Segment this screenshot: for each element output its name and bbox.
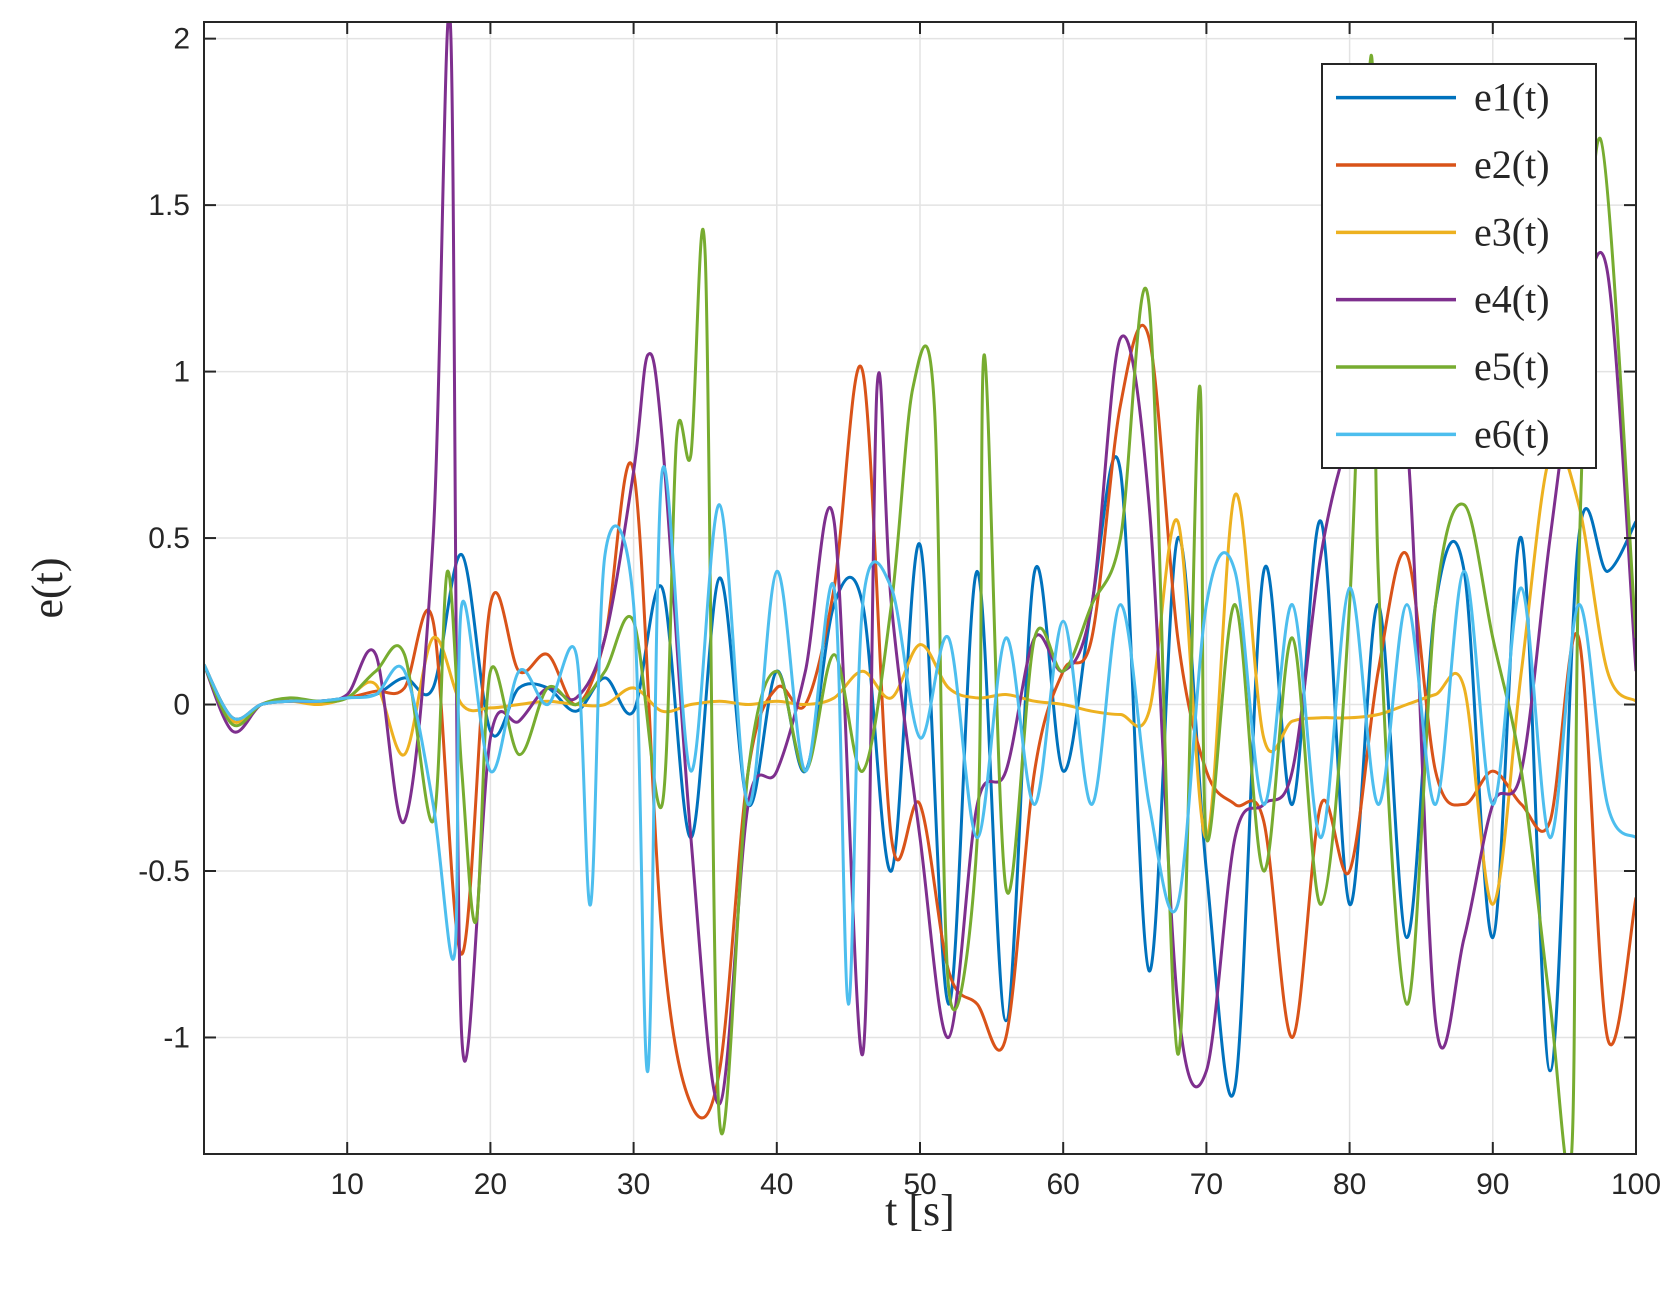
legend-label: e6(t) [1474,411,1550,456]
x-tick-label: 30 [617,1168,650,1201]
y-tick-label: 0 [173,689,190,722]
x-tick-label: 10 [331,1168,364,1201]
legend-label: e4(t) [1474,277,1550,322]
legend-label: e3(t) [1474,209,1550,254]
series-line-e6 [204,465,1636,1073]
y-tick-label: 1 [173,356,190,389]
x-tick-label: 80 [1333,1168,1366,1201]
legend-box [1321,63,1597,469]
legend-label: e2(t) [1474,142,1550,187]
series-line-e5 [204,53,1636,1154]
x-tick-label: 50 [903,1168,936,1201]
x-tick-label: 100 [1611,1168,1661,1201]
y-tick-label: -1 [163,1021,190,1054]
x-tick-label: 40 [760,1168,793,1201]
series-lines [204,22,1636,1154]
y-tick-label: 0.5 [148,522,190,555]
x-tick-label: 90 [1476,1168,1509,1201]
x-tick-label: 60 [1047,1168,1080,1201]
x-tick-label: 70 [1190,1168,1223,1201]
axis-ticks: 10 20 30 40 50 60 70 80 90 100 -1 -0.5 0 0.5 1 1.5 2 [138,22,1661,1201]
y-tick-label: -0.5 [138,855,190,888]
legend-label: e1(t) [1474,75,1550,120]
y-tick-label: 1.5 [148,189,190,222]
x-axis-label: t [s] [885,1186,955,1235]
y-tick-label: 2 [173,23,190,56]
legend: e1(t) e2(t) e3(t) e4(t) e5(t) e6(t) [1321,63,1597,469]
series-line-e2 [204,323,1636,1120]
legend-label: e5(t) [1474,344,1550,389]
y-axis-label: e(t) [23,557,72,618]
x-tick-label: 20 [474,1168,507,1201]
